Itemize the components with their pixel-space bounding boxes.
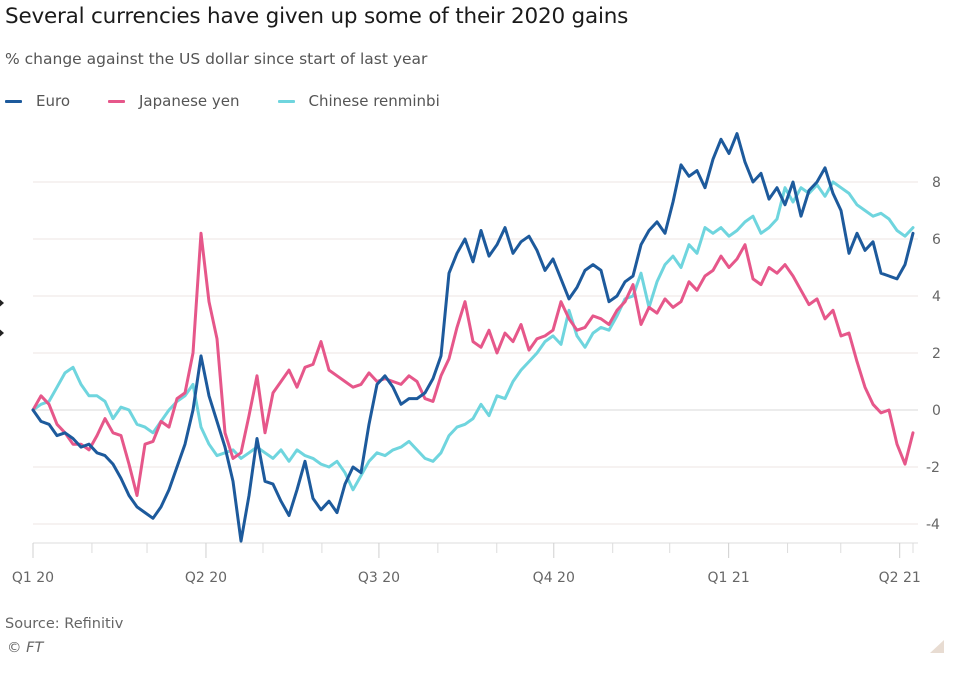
series-line-euro xyxy=(31,132,915,543)
gridlines xyxy=(33,181,918,525)
series-line-chinese-renminbi xyxy=(31,180,915,492)
x-tick-label: Q2 21 xyxy=(879,570,921,586)
x-tick-label: Q4 20 xyxy=(533,570,575,586)
y-tick-label: 0 xyxy=(932,403,941,419)
legend-item-renminbi: Chinese renminbi xyxy=(277,92,440,110)
x-tick-label: Q3 20 xyxy=(358,570,400,586)
x-tick-label: Q1 21 xyxy=(708,570,750,586)
legend-swatch-yen xyxy=(108,99,125,103)
series-lines xyxy=(31,132,915,543)
legend-item-yen: Japanese yen xyxy=(108,92,240,110)
series-line-japanese-yen xyxy=(31,231,915,497)
chart-title: Several currencies have given up some of… xyxy=(5,4,629,29)
y-tick-label: 2 xyxy=(932,346,941,362)
x-tick-label: Q2 20 xyxy=(185,570,227,586)
y-tick-label: 6 xyxy=(932,232,941,248)
y-tick-label: 8 xyxy=(932,175,941,191)
copyright-note: © FT xyxy=(7,640,44,656)
scroll-arrow-icon xyxy=(0,326,4,340)
legend-label-yen: Japanese yen xyxy=(139,92,240,110)
chart-subtitle: % change against the US dollar since sta… xyxy=(5,50,428,68)
legend-label-euro: Euro xyxy=(36,92,70,110)
legend-swatch-renminbi xyxy=(277,99,295,103)
y-tick-label: -4 xyxy=(926,517,940,533)
y-tick-label: 4 xyxy=(932,289,941,305)
legend-label-renminbi: Chinese renminbi xyxy=(308,92,440,110)
y-axis: 8 6 4 2 0 -2 -4 xyxy=(926,175,941,533)
x-axis: Q1 20 Q2 20 Q3 20 Q4 20 Q1 21 Q2 21 xyxy=(12,542,921,586)
scroll-arrow-icon xyxy=(0,296,4,310)
y-tick-label: -2 xyxy=(926,460,940,476)
x-tick-label: Q1 20 xyxy=(12,570,54,586)
legend-swatch-euro xyxy=(5,99,22,103)
legend-item-euro: Euro xyxy=(5,92,70,110)
legend: Euro Japanese yen Chinese renminbi xyxy=(5,92,478,110)
resize-corner-icon xyxy=(930,640,944,653)
source-note: Source: Refinitiv xyxy=(5,616,124,632)
